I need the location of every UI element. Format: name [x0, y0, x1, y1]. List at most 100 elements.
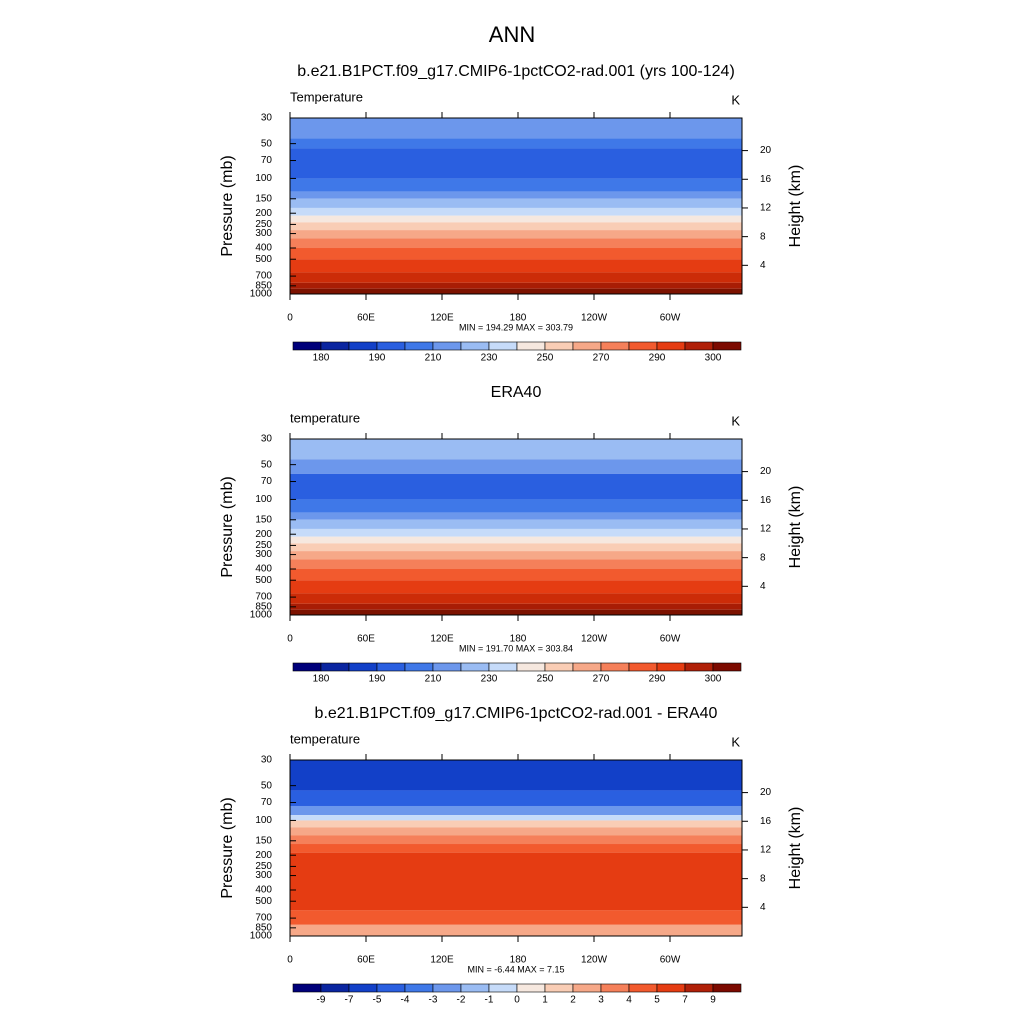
contour-band [290, 439, 742, 460]
x-tick-label: 180 [510, 955, 527, 966]
colorbar-label: -1 [485, 995, 494, 1006]
y-tick-label: 1000 [250, 289, 273, 300]
y-tick-label: 150 [255, 193, 272, 204]
contour-band [290, 207, 742, 216]
colorbar-label: 180 [313, 674, 330, 685]
plot-frame [289, 438, 743, 616]
units-label: K [731, 92, 740, 107]
colorbar-box [488, 662, 518, 672]
colorbar-box [320, 341, 350, 351]
contour-band [290, 910, 742, 925]
colorbar-box [376, 662, 406, 672]
colorbar-box [348, 662, 378, 672]
y-tick-label: 400 [255, 564, 272, 575]
y-tick-label: 850 [255, 280, 272, 291]
y-tick-label: 400 [255, 243, 272, 254]
y-tick-label: 100 [255, 173, 272, 184]
colorbar-label: 5 [654, 995, 660, 1006]
contour-band [290, 760, 742, 791]
contour-band [290, 282, 742, 289]
contour-band [290, 215, 742, 223]
contour-band [290, 790, 742, 806]
y-tick-label: 850 [255, 922, 272, 933]
colorbar-box [460, 662, 490, 672]
units-label: K [731, 734, 740, 749]
y-tick-label: 700 [255, 913, 272, 924]
contour-band [290, 230, 742, 239]
y2-tick-label: 4 [760, 581, 766, 592]
x-tick-label: 180 [510, 634, 527, 645]
y-tick-label: 300 [255, 549, 272, 560]
contour-band [290, 118, 742, 139]
y-tick-label: 700 [255, 271, 272, 282]
colorbar-label: 190 [369, 674, 386, 685]
colorbar-box [656, 662, 686, 672]
colorbar-box [572, 662, 602, 672]
colorbar-label: 270 [593, 353, 610, 364]
x-tick-label: 60W [660, 634, 681, 645]
colorbar-label: 2 [570, 995, 576, 1006]
colorbar-box [488, 341, 518, 351]
y-tick-label: 300 [255, 870, 272, 881]
y2-tick-label: 20 [760, 787, 772, 798]
colorbar-label: 230 [481, 674, 498, 685]
y2-tick-label: 8 [760, 873, 766, 884]
colorbar-label: 250 [537, 674, 554, 685]
colorbar-box [684, 983, 714, 993]
y-tick-label: 250 [255, 540, 272, 551]
colorbar-box [516, 662, 546, 672]
contour-band [290, 178, 742, 192]
y-axis-title: Pressure (mb) [219, 155, 236, 256]
colorbar-box [544, 341, 574, 351]
y2-tick-label: 16 [760, 174, 772, 185]
colorbar-label: 300 [705, 674, 722, 685]
colorbar-label: 3 [598, 995, 604, 1006]
contour-band [290, 924, 742, 936]
colorbar-box [460, 341, 490, 351]
stat-text: MIN = -6.44 MAX = 7.15 [467, 964, 564, 974]
y-tick-label: 250 [255, 219, 272, 230]
x-tick-label: 0 [287, 634, 293, 645]
x-tick-label: 60E [357, 634, 375, 645]
panel-label: temperature [290, 410, 360, 425]
contour-band [290, 815, 742, 821]
colorbar-label: 9 [710, 995, 716, 1006]
y-tick-label: 250 [255, 861, 272, 872]
y-tick-label: 200 [255, 850, 272, 861]
contour-band [290, 569, 742, 581]
colorbar-label: -7 [345, 995, 354, 1006]
colorbar-box [292, 983, 322, 993]
contour-band [290, 559, 742, 570]
panel-label: temperature [290, 731, 360, 746]
colorbar-box [684, 662, 714, 672]
colorbar-label: 1 [542, 995, 548, 1006]
y-tick-label: 1000 [250, 610, 273, 621]
colorbar-label: 290 [649, 353, 666, 364]
panel-label: Temperature [290, 89, 363, 104]
y2-tick-label: 4 [760, 260, 766, 271]
y2-tick-label: 8 [760, 552, 766, 563]
colorbar-box [292, 662, 322, 672]
y-tick-label: 400 [255, 885, 272, 896]
colorbar-box [460, 983, 490, 993]
x-tick-label: 120W [581, 634, 608, 645]
x-tick-label: 60W [660, 313, 681, 324]
contour-band [290, 473, 742, 500]
contour-band [290, 238, 742, 249]
figure-title: ANN [489, 22, 535, 47]
contour-band [290, 593, 742, 604]
contour-band [290, 138, 742, 149]
colorbar-box [516, 341, 546, 351]
colorbar-box [628, 662, 658, 672]
contour-band [290, 512, 742, 520]
colorbar-label: -4 [401, 995, 410, 1006]
colorbar-label: 300 [705, 353, 722, 364]
colorbar-box [656, 341, 686, 351]
contour-band [290, 191, 742, 199]
y-tick-label: 30 [261, 755, 273, 766]
units-label: K [731, 413, 740, 428]
panel-title: ERA40 [491, 384, 542, 401]
colorbar-label: 0 [514, 995, 520, 1006]
colorbar-label: 230 [481, 353, 498, 364]
x-tick-label: 120E [430, 955, 454, 966]
